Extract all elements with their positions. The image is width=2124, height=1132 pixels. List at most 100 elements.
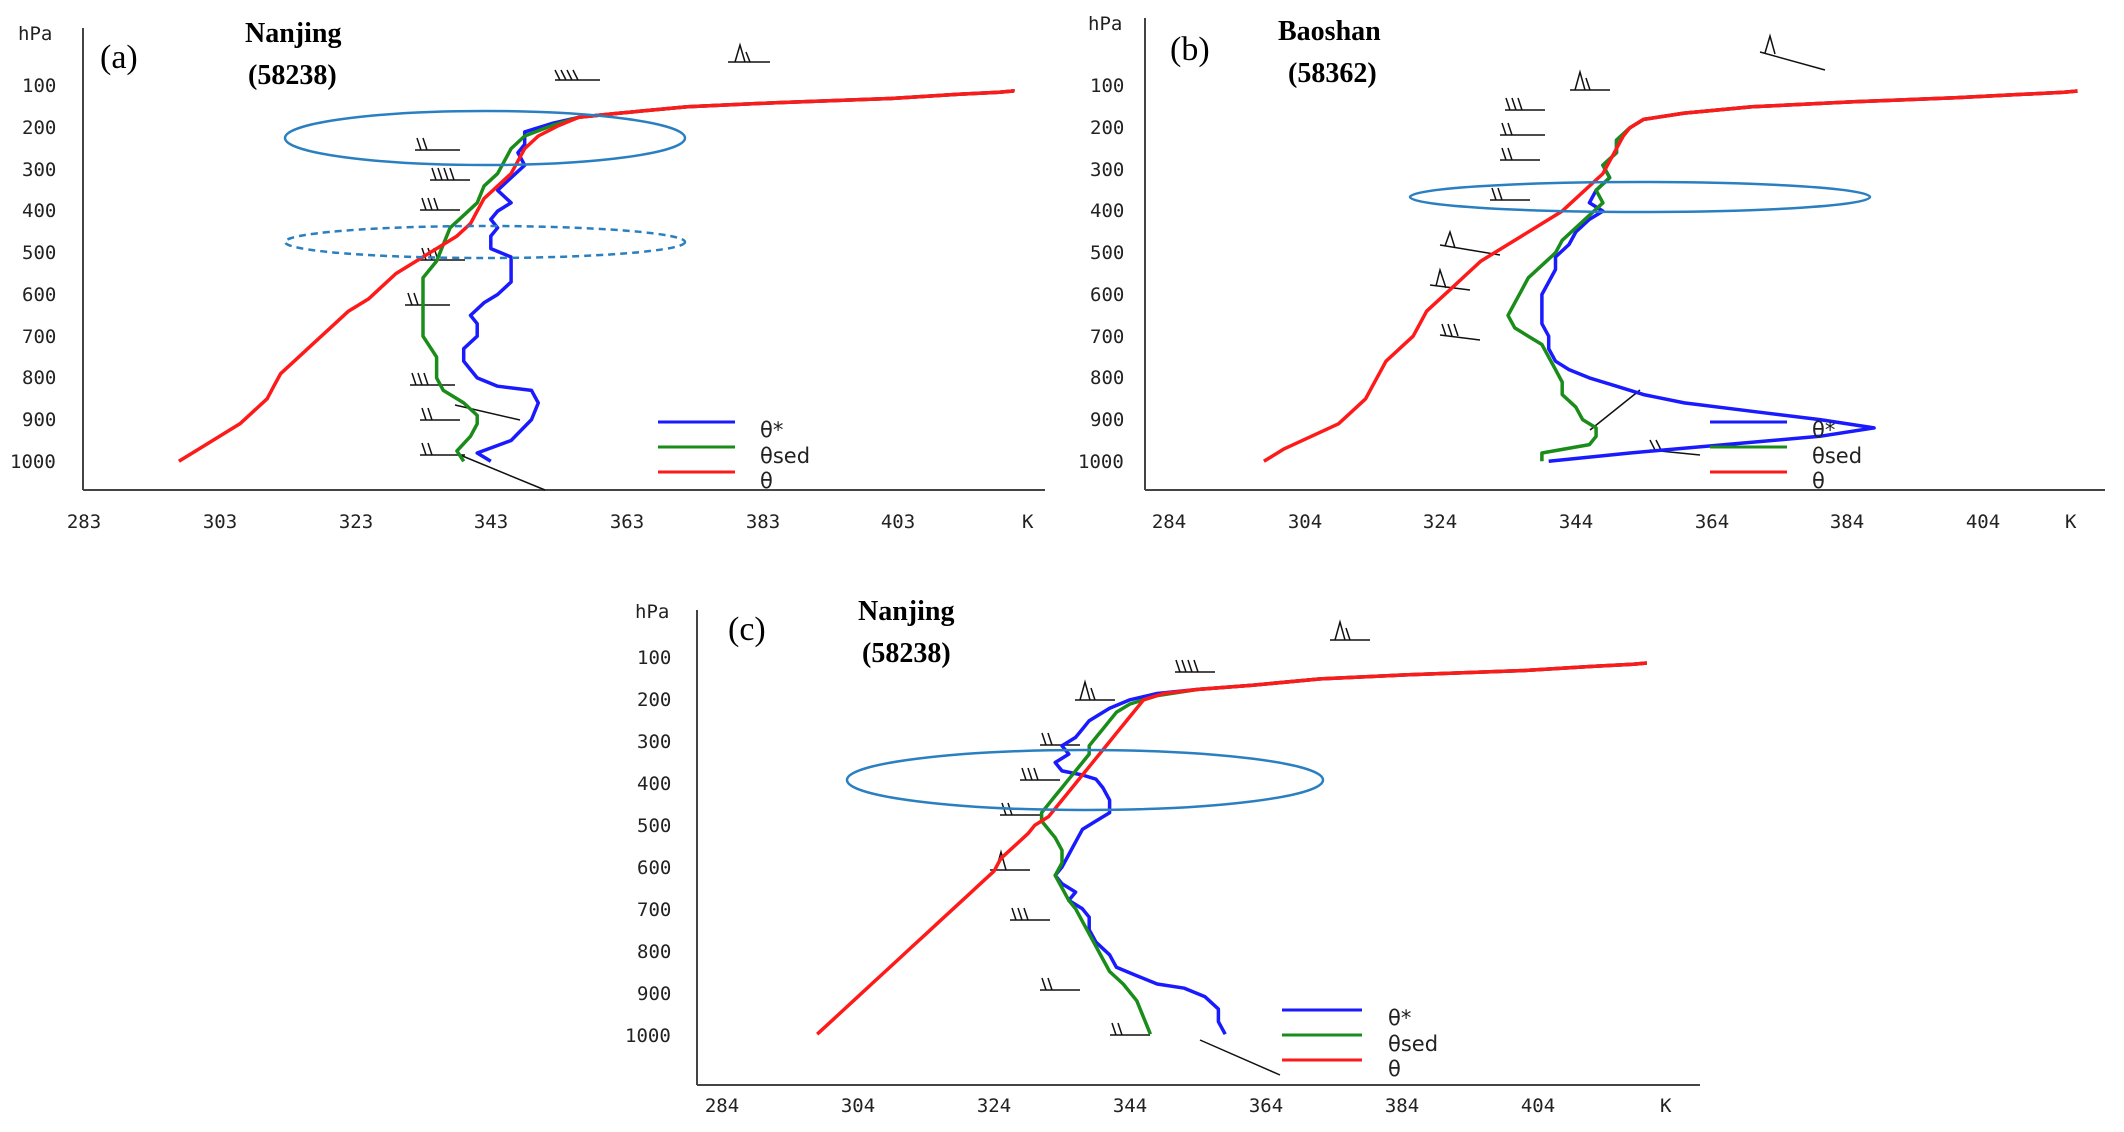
x-tick-label: 283 — [67, 511, 101, 533]
y-tick-label: 1000 — [625, 1025, 671, 1047]
highlight-ellipse — [283, 109, 687, 167]
series-line-theta — [816, 661, 1647, 1036]
legend: θ* θsed θ — [1282, 1006, 1438, 1081]
wind-barbs — [1429, 33, 1826, 456]
y-tick-label: 100 — [637, 647, 671, 669]
y-tick-label: 700 — [22, 326, 56, 348]
series-line-theta-sed — [1039, 661, 1647, 1035]
x-tick-label: 304 — [841, 1095, 875, 1117]
series-line-theta-sed — [1506, 89, 2078, 462]
legend-label: θ — [1388, 1057, 1401, 1081]
station-id: (58362) — [1288, 58, 1377, 89]
legend-label: θsed — [1388, 1032, 1438, 1056]
y-axis-unit: hPa — [18, 23, 52, 45]
x-tick-label: 384 — [1385, 1095, 1419, 1117]
x-tick-label: 304 — [1288, 511, 1322, 533]
series-line-theta — [1262, 89, 2078, 463]
legend: θ* θsed θ — [1710, 418, 1862, 493]
x-axis-unit: K — [1660, 1095, 1672, 1117]
panel-a-chart: (a) Nanjing (58238) hPa K 100 200 300 40… — [10, 18, 1045, 533]
x-tick-label: 343 — [474, 511, 508, 533]
highlight-ellipse — [845, 748, 1325, 812]
y-tick-label: 400 — [637, 773, 671, 795]
wind-barbs — [990, 619, 1370, 1076]
x-tick-label: 384 — [1830, 511, 1864, 533]
y-tick-label: 800 — [1090, 367, 1124, 389]
x-tick-label: 383 — [746, 511, 780, 533]
series-lines — [1262, 89, 2078, 464]
series-lines — [177, 88, 1015, 463]
y-tick-label: 200 — [637, 689, 671, 711]
y-tick-label: 100 — [1090, 75, 1124, 97]
y-tick-labels: 100 200 300 400 500 600 700 800 900 1000 — [625, 647, 671, 1047]
x-tick-label: 364 — [1249, 1095, 1283, 1117]
x-tick-label: 284 — [705, 1095, 739, 1117]
station-name: Nanjing — [245, 18, 341, 49]
y-tick-label: 800 — [637, 941, 671, 963]
x-tick-label: 403 — [881, 511, 915, 533]
legend: θ* θsed θ — [658, 418, 810, 493]
panel-label: (c) — [728, 611, 766, 648]
x-tick-label: 323 — [339, 511, 373, 533]
x-tick-label: 404 — [1521, 1095, 1555, 1117]
y-tick-label: 600 — [22, 284, 56, 306]
x-tick-label: 324 — [977, 1095, 1011, 1117]
legend-label: θsed — [760, 444, 810, 468]
x-tick-label: 363 — [610, 511, 644, 533]
legend-label: θ* — [1812, 418, 1835, 442]
panel-b-chart: (b) Baoshan (58362) hPa K 100 200 300 40… — [1078, 13, 2105, 533]
panel-c-chart: (c) Nanjing (58238) hPa K 100 200 300 40… — [625, 596, 1700, 1117]
y-tick-label: 400 — [1090, 200, 1124, 222]
y-axis-unit: hPa — [635, 601, 669, 623]
x-tick-labels: 284 304 324 344 364 384 404 — [705, 1095, 1555, 1117]
y-axis-unit: hPa — [1088, 13, 1122, 35]
series-line-theta — [177, 88, 1015, 463]
station-name: Nanjing — [858, 596, 954, 627]
series-line-theta-star — [461, 88, 1015, 463]
station-id: (58238) — [248, 60, 337, 91]
station-id: (58238) — [862, 638, 951, 669]
y-tick-label: 300 — [22, 159, 56, 181]
legend-label: θ — [1812, 469, 1825, 493]
x-tick-label: 404 — [1966, 511, 2000, 533]
y-tick-label: 400 — [22, 200, 56, 222]
y-tick-label: 1000 — [10, 451, 56, 473]
y-tick-label: 100 — [22, 75, 56, 97]
y-tick-label: 1000 — [1078, 451, 1124, 473]
panel-label: (a) — [100, 39, 138, 76]
y-tick-label: 500 — [22, 242, 56, 264]
x-tick-label: 284 — [1152, 511, 1186, 533]
series-line-theta-star — [1053, 661, 1647, 1036]
x-tick-label: 364 — [1695, 511, 1729, 533]
y-tick-label: 300 — [1090, 159, 1124, 181]
y-tick-label: 900 — [637, 983, 671, 1005]
x-axis-unit: K — [1022, 511, 1034, 533]
y-tick-label: 200 — [22, 117, 56, 139]
y-tick-label: 900 — [1090, 409, 1124, 431]
y-tick-labels: 100 200 300 400 500 600 700 800 900 1000 — [10, 75, 56, 473]
x-tick-labels: 283 303 323 343 363 383 403 — [67, 511, 915, 533]
y-tick-label: 300 — [637, 731, 671, 753]
x-tick-label: 344 — [1559, 511, 1593, 533]
highlight-ellipse — [1408, 180, 1872, 214]
x-tick-label: 344 — [1113, 1095, 1147, 1117]
y-tick-label: 700 — [637, 899, 671, 921]
y-tick-label: 600 — [1090, 284, 1124, 306]
station-name: Baoshan — [1278, 16, 1381, 47]
series-lines — [816, 661, 1647, 1036]
y-tick-label: 800 — [22, 367, 56, 389]
x-tick-label: 324 — [1423, 511, 1457, 533]
legend-label: θ — [760, 469, 773, 493]
y-tick-label: 700 — [1090, 326, 1124, 348]
y-tick-labels: 100 200 300 400 500 600 700 800 900 1000 — [1078, 75, 1124, 473]
series-line-theta-star — [1540, 89, 2078, 464]
y-tick-label: 500 — [1090, 242, 1124, 264]
highlight-ellipse-dashed — [283, 224, 687, 260]
x-tick-label: 303 — [203, 511, 237, 533]
panel-label: (b) — [1170, 31, 1210, 68]
legend-label: θ* — [1388, 1006, 1411, 1030]
y-tick-label: 200 — [1090, 117, 1124, 139]
wind-barbs — [405, 42, 770, 491]
x-axis-unit: K — [2065, 511, 2077, 533]
